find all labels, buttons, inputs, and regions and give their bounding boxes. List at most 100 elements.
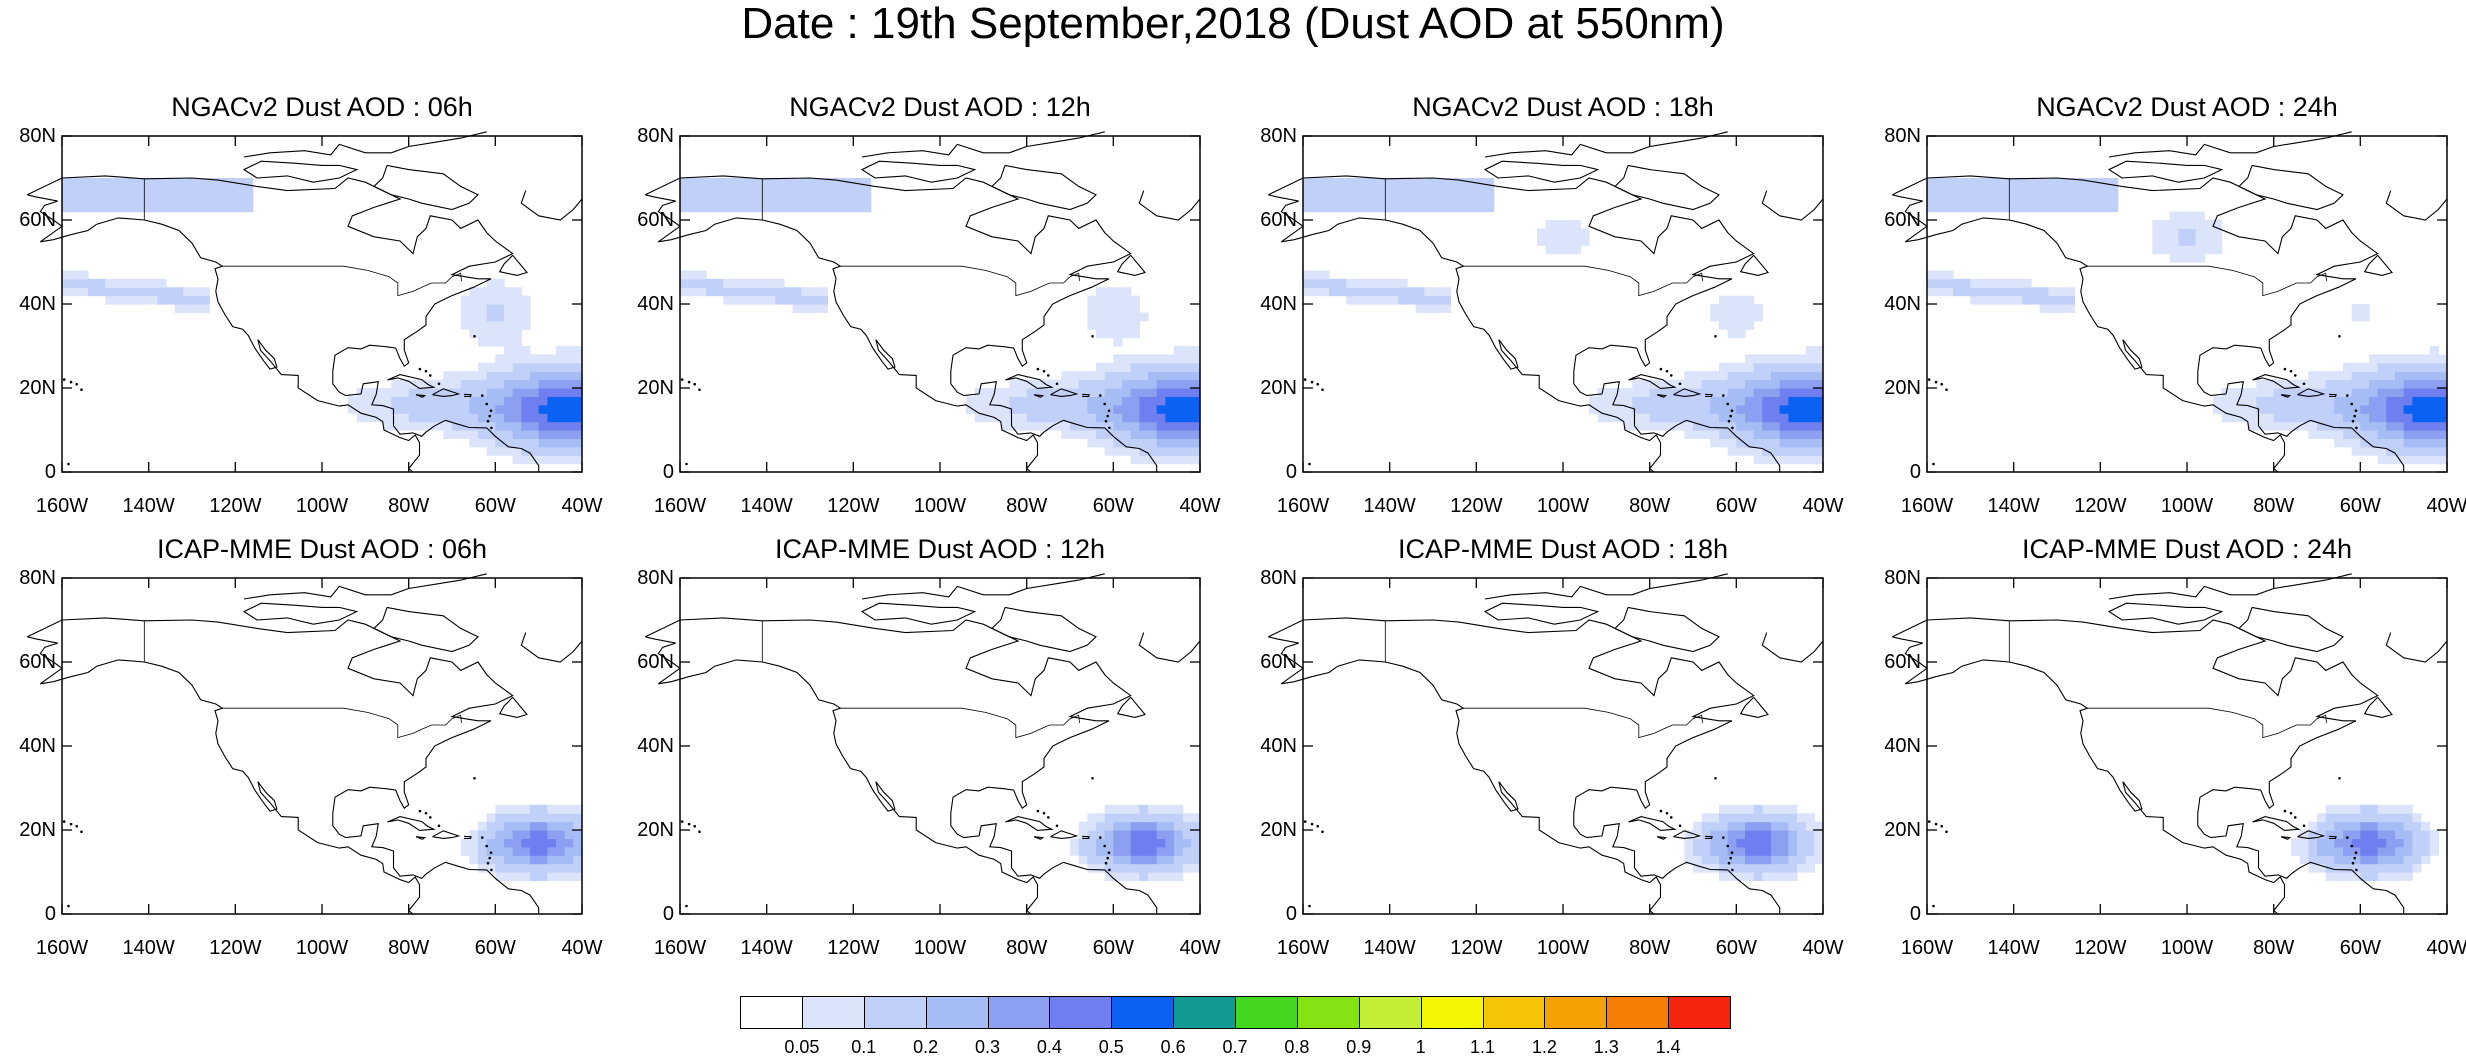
coastline <box>1138 190 1201 221</box>
aod-cell <box>443 379 453 389</box>
aod-cell <box>2083 194 2093 204</box>
aod-cell <box>1753 855 1763 865</box>
aod-cell <box>1805 354 1815 364</box>
aod-cell <box>382 413 392 423</box>
aod-cell <box>478 329 488 339</box>
aod-cell <box>1762 421 1772 431</box>
aod-cell <box>573 863 583 873</box>
aod-cell <box>1623 421 1633 431</box>
lat-tick-label: 80N <box>1260 567 1297 589</box>
aod-cell <box>209 203 219 213</box>
aod-cell <box>556 388 566 397</box>
aod-cell <box>1632 413 1642 423</box>
lat-tick-label: 0 <box>662 461 674 483</box>
aod-cell <box>1563 220 1573 229</box>
aod-cell <box>105 203 115 213</box>
aod-cell <box>680 270 690 280</box>
aod-cell <box>564 413 574 423</box>
aod-cell <box>1684 421 1694 431</box>
aod-cell <box>2403 404 2413 414</box>
coastline <box>464 393 472 397</box>
aod-cell <box>2308 413 2318 423</box>
aod-cell <box>408 421 418 431</box>
aod-cell <box>486 304 496 313</box>
aod-cell <box>2395 446 2405 456</box>
aod-cell <box>486 446 496 456</box>
aod-cell <box>1433 178 1443 187</box>
aod-cell <box>1736 446 1746 456</box>
aod-cell <box>1606 404 1616 414</box>
colorbar-swatch <box>801 996 865 1029</box>
aod-cell <box>564 362 574 372</box>
aod-cell <box>1087 304 1097 313</box>
aod-cell <box>2282 413 2292 423</box>
aod-cell <box>2360 872 2370 881</box>
aod-cell <box>1096 846 1106 856</box>
lon-tick-label: 140W <box>1987 495 2040 517</box>
lon-tick-label: 120W <box>209 495 262 517</box>
aod-cell <box>2325 396 2335 406</box>
aod-cell <box>1927 203 1937 213</box>
aod-cell <box>547 421 557 431</box>
aod-cell <box>486 312 496 322</box>
island <box>1055 824 1059 828</box>
aod-cell <box>2169 236 2179 246</box>
aod-cell <box>556 863 566 873</box>
aod-cell <box>1355 186 1365 196</box>
aod-cell <box>2187 236 2197 246</box>
aod-cell <box>547 855 557 865</box>
aod-cell <box>183 295 193 305</box>
aod-cell <box>723 178 733 187</box>
island <box>486 419 490 423</box>
aod-cell <box>1346 287 1356 297</box>
aod-cell <box>2152 220 2162 229</box>
aod-cell <box>853 178 863 187</box>
aod-cell <box>1148 821 1158 831</box>
aod-cell <box>105 178 115 187</box>
aod-cell <box>2005 287 2015 297</box>
aod-cell <box>1727 295 1737 305</box>
aod-cell <box>1191 455 1201 465</box>
aod-cell <box>844 186 854 196</box>
aod-cell <box>2334 371 2344 381</box>
aod-cell <box>1935 194 1945 204</box>
aod-cell <box>1779 863 1789 873</box>
aod-cell <box>2291 413 2301 423</box>
aod-cell <box>478 396 488 406</box>
aod-cell <box>1087 312 1097 322</box>
aod-cell <box>1329 186 1339 196</box>
aod-cell <box>1684 413 1694 423</box>
aod-cell <box>1337 287 1347 297</box>
aod-cell <box>1389 287 1399 297</box>
aod-cell <box>1814 838 1824 848</box>
lon-tick-label: 160W <box>653 937 707 959</box>
aod-cell <box>486 855 496 865</box>
aod-cell <box>2412 455 2422 465</box>
aod-cell <box>2169 220 2179 229</box>
coastline <box>243 573 487 600</box>
aod-cell <box>1182 346 1192 355</box>
aod-cell <box>2204 236 2214 246</box>
aod-cell <box>1191 379 1201 389</box>
aod-cell <box>758 278 768 288</box>
aod-cell <box>2395 354 2405 364</box>
aod-cell <box>88 178 98 187</box>
aod-cell <box>521 320 531 330</box>
aod-cell <box>556 404 566 414</box>
aod-cell <box>2386 413 2396 423</box>
aod-cell <box>1753 872 1763 881</box>
aod-cell <box>486 320 496 330</box>
aod-cell <box>732 295 742 305</box>
aod-cell <box>2013 194 2023 204</box>
map-panel-icap-24h: ICAP-MME Dust AOD : 24h 0 20N 40N 60N 80N 160W… <box>1884 536 2466 1048</box>
map-plot <box>1268 573 1824 915</box>
aod-cell <box>2291 421 2301 431</box>
aod-cell <box>1736 396 1746 406</box>
aod-cell <box>1329 178 1339 187</box>
aod-cell <box>1191 446 1201 456</box>
aod-cell <box>1139 830 1149 839</box>
aod-cell <box>1727 838 1737 848</box>
aod-cell <box>1372 203 1382 213</box>
aod-cell <box>192 304 202 313</box>
aod-cell <box>521 362 531 372</box>
